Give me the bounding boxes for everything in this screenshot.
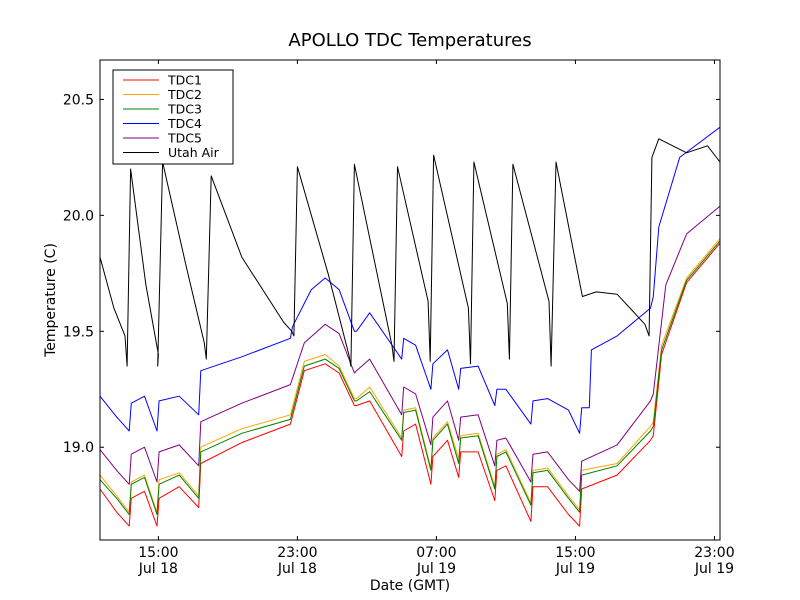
legend-label: Utah Air [168, 145, 220, 160]
legend-label: TDC4 [167, 116, 202, 131]
x-tick-label-date: Jul 19 [416, 561, 456, 577]
x-tick-label-time: 07:00 [416, 545, 456, 561]
plot-series [99, 126, 721, 527]
y-tick-label: 19.0 [63, 440, 94, 456]
legend-label: TDC1 [167, 73, 202, 88]
y-tick-label: 20.0 [63, 208, 94, 224]
x-tick-label-date: Jul 18 [277, 561, 317, 577]
x-tick-label-date: Jul 18 [138, 561, 178, 577]
legend-label: TDC5 [167, 131, 202, 146]
legend-box [112, 69, 234, 165]
legend-label: TDC2 [167, 87, 202, 102]
series-line-tdc1 [99, 242, 721, 527]
x-tick-label-time: 15:00 [555, 545, 595, 561]
x-tick-label-time: 23:00 [694, 545, 734, 561]
x-tick-label-date: Jul 19 [694, 561, 734, 577]
legend-label: TDC3 [167, 102, 202, 117]
series-line-tdc4 [99, 126, 721, 434]
chart-title: APOLLO TDC Temperatures [288, 30, 531, 51]
x-tick-label-time: 23:00 [277, 545, 317, 561]
series-line-tdc5 [99, 205, 721, 492]
series-line-tdc3 [99, 240, 721, 515]
plot-frame [99, 59, 721, 541]
y-axis-label: Temperature (C) [43, 243, 59, 358]
x-tick-label-time: 15:00 [138, 545, 178, 561]
x-tick-label-date: Jul 19 [555, 561, 595, 577]
y-tick-label: 19.5 [63, 324, 94, 340]
y-tick-label: 20.5 [63, 92, 94, 108]
series-line-utah-air [99, 138, 721, 367]
x-axis-label: Date (GMT) [370, 578, 450, 594]
